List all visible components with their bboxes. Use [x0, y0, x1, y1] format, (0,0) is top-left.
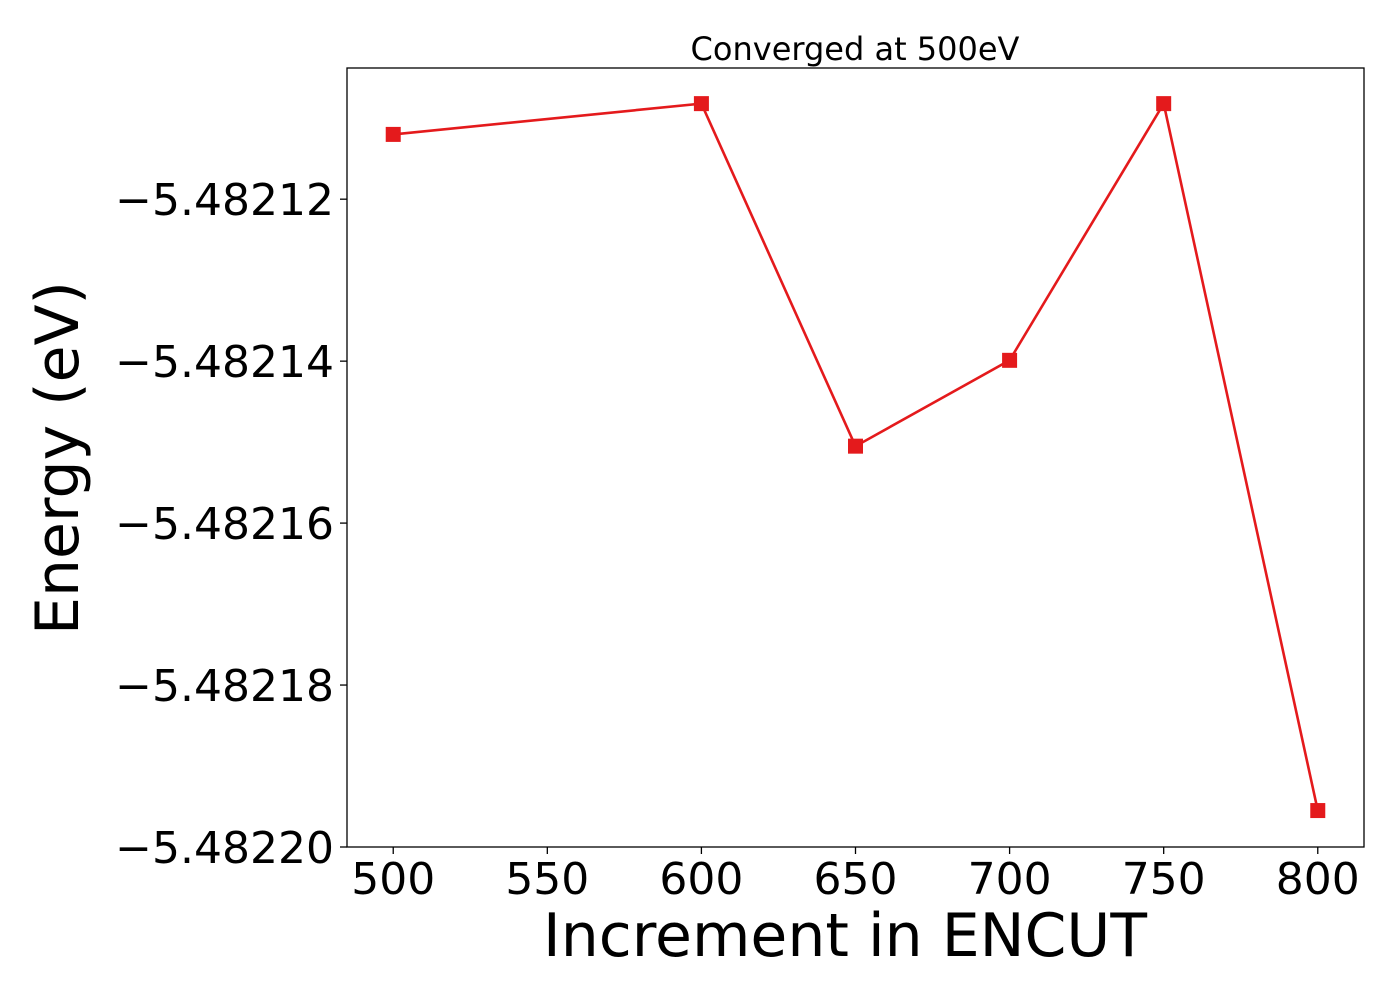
x-tick-label: 600	[659, 854, 743, 905]
x-tick-label: 800	[1276, 854, 1360, 905]
y-tick-label: −5.48216	[115, 499, 334, 550]
y-tick-label: −5.48220	[115, 823, 334, 874]
data-point-marker	[1310, 803, 1326, 819]
data-point-marker	[693, 96, 709, 112]
x-axis-title: Increment in ENCUT	[543, 901, 1147, 971]
y-tick-label: −5.48212	[115, 175, 334, 226]
x-axis-ticks: 500 550 600 650 700 750 800	[351, 847, 1360, 905]
y-tick-label: −5.48214	[115, 337, 334, 388]
x-tick-label: 700	[968, 854, 1052, 905]
x-tick-label: 750	[1122, 854, 1206, 905]
x-tick-label: 500	[351, 854, 435, 905]
y-axis-ticks: −5.48212 −5.48214 −5.48216 −5.48218 −5.48220	[115, 175, 347, 874]
data-point-marker	[1156, 96, 1172, 112]
y-axis-title: Energy (eV)	[23, 281, 93, 635]
series-line	[393, 100, 1320, 811]
series-layer	[385, 96, 1326, 819]
data-point-marker	[385, 126, 401, 142]
chart-title: Converged at 500eV	[691, 30, 1020, 68]
x-tick-label: 650	[814, 854, 898, 905]
y-tick-label: −5.48218	[115, 661, 334, 712]
plot-frame	[346, 67, 1365, 848]
data-point-marker	[848, 438, 863, 454]
x-tick-label: 550	[505, 854, 589, 905]
data-point-marker	[1002, 352, 1018, 368]
